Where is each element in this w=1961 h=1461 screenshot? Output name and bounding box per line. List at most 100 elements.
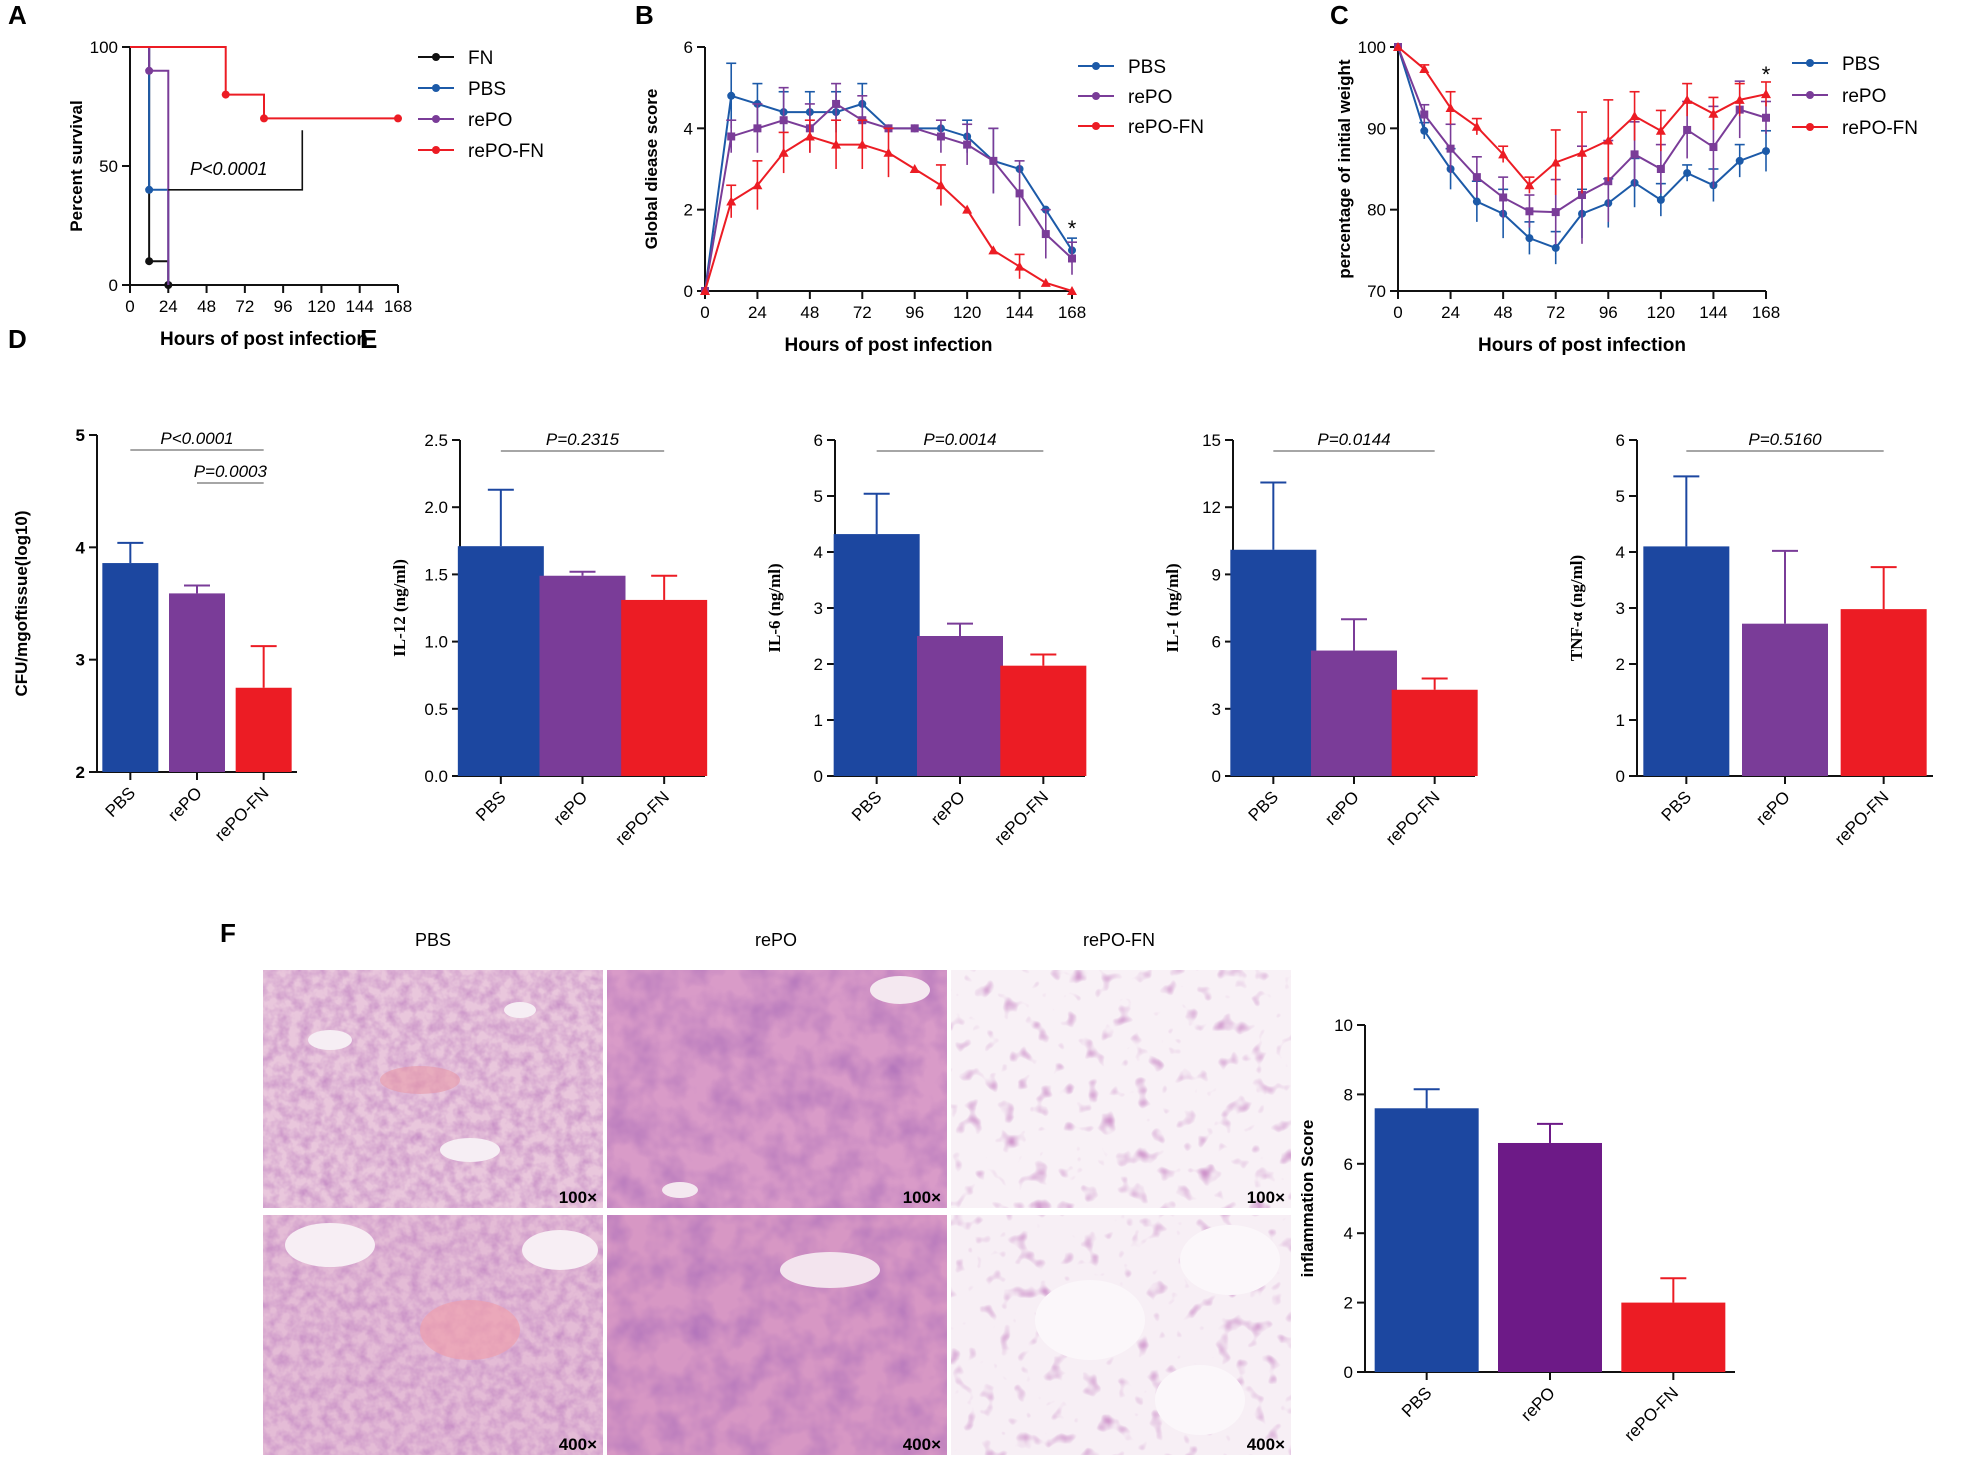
data-point bbox=[963, 140, 972, 149]
y-tick-label: 4 bbox=[1344, 1224, 1353, 1243]
histology-image-repo-400x: 400× bbox=[607, 1215, 947, 1455]
panel-letter-c: C bbox=[1330, 0, 1349, 30]
data-point bbox=[1550, 157, 1561, 167]
data-point bbox=[1682, 94, 1693, 104]
data-point bbox=[1577, 147, 1587, 157]
data-point bbox=[1472, 197, 1481, 206]
data-point bbox=[1578, 191, 1586, 200]
data-point bbox=[1041, 230, 1050, 239]
legend-marker bbox=[432, 146, 440, 154]
legend-marker bbox=[432, 115, 440, 123]
magnification-label-repo-100x: 100× bbox=[903, 1188, 941, 1207]
bar-pbs bbox=[1374, 1108, 1479, 1372]
data-point bbox=[1014, 261, 1025, 271]
magnification-label-pbs-400x: 400× bbox=[559, 1435, 597, 1454]
data-point bbox=[727, 91, 736, 100]
data-point bbox=[145, 66, 154, 75]
y-tick-label: 0 bbox=[1616, 767, 1625, 786]
x-axis-label: Hours of post infection bbox=[785, 335, 993, 356]
legend-label: PBS bbox=[1842, 54, 1880, 75]
y-tick-label: 4 bbox=[814, 543, 823, 562]
data-point bbox=[1656, 195, 1665, 204]
legend-label: rePO-FN bbox=[468, 141, 544, 162]
x-tick-label: 168 bbox=[1058, 303, 1086, 322]
y-tick-label: 5 bbox=[814, 487, 823, 506]
data-point bbox=[700, 286, 710, 295]
data-point bbox=[910, 124, 919, 133]
y-tick-label: 3 bbox=[814, 599, 823, 618]
data-point bbox=[832, 99, 841, 108]
data-point bbox=[1068, 254, 1076, 263]
x-tick-label: 48 bbox=[800, 303, 819, 322]
data-point bbox=[1524, 180, 1535, 190]
y-tick-label: 2 bbox=[76, 763, 85, 782]
legend-marker bbox=[1092, 92, 1100, 100]
legend-marker bbox=[1806, 91, 1814, 99]
data-point bbox=[883, 147, 894, 157]
x-tick-label: 120 bbox=[307, 297, 335, 316]
x-tick-label: 96 bbox=[1599, 303, 1618, 322]
y-tick-label: 6 bbox=[684, 38, 693, 57]
data-point bbox=[1393, 42, 1403, 51]
data-point bbox=[1630, 150, 1639, 159]
p-value-label: P=0.0014 bbox=[923, 430, 996, 449]
data-point bbox=[1040, 277, 1051, 287]
y-tick-label: 15 bbox=[1202, 431, 1221, 450]
y-tick-label: 3 bbox=[76, 651, 85, 670]
data-point bbox=[1419, 63, 1430, 73]
chart-tnf: 0 1 2 3 4 5 6 TNF-α (ng/ml) PBS rePO rePO-FN P=0.51… bbox=[1567, 430, 1933, 849]
legend-label: rePO bbox=[1842, 86, 1886, 107]
legend-label: rePO bbox=[468, 110, 512, 131]
p-value-label: P=0.2315 bbox=[546, 430, 620, 449]
data-point bbox=[753, 124, 762, 133]
series-line bbox=[130, 46, 398, 120]
panel-letter-b: B bbox=[635, 0, 654, 30]
data-point bbox=[804, 131, 815, 141]
data-point bbox=[727, 132, 736, 141]
y-tick-label: 0.5 bbox=[424, 700, 448, 719]
x-tick-label: 96 bbox=[274, 297, 293, 316]
legend-marker bbox=[1806, 59, 1814, 67]
data-point bbox=[1762, 113, 1770, 122]
y-tick-label: 2 bbox=[1616, 655, 1625, 674]
data-point bbox=[909, 164, 920, 173]
data-point bbox=[1525, 207, 1534, 216]
p-value-label: P<0.0001 bbox=[160, 429, 233, 448]
data-point bbox=[221, 90, 230, 99]
histology-image-repo-fn-400x: 400× bbox=[951, 1215, 1291, 1455]
data-point bbox=[1735, 156, 1744, 165]
x-tick-label: rePO-FN bbox=[991, 787, 1053, 849]
significance-asterisk: * bbox=[1762, 62, 1771, 87]
x-tick-label: 120 bbox=[953, 303, 981, 322]
x-tick-label: rePO-FN bbox=[1382, 787, 1444, 849]
series-repo-fn bbox=[1393, 42, 1771, 196]
bar-pbs bbox=[457, 546, 544, 776]
data-point bbox=[989, 156, 998, 165]
y-axis-label: Global diease score bbox=[642, 89, 661, 250]
data-point bbox=[1551, 243, 1560, 252]
y-tick-label: 0 bbox=[1344, 1363, 1353, 1382]
legend-marker bbox=[432, 53, 440, 61]
data-point bbox=[1420, 110, 1429, 119]
histology-col-label-pbs: PBS bbox=[415, 930, 451, 950]
data-point bbox=[1656, 165, 1665, 173]
legend-marker bbox=[432, 84, 440, 92]
bar-repo-fn bbox=[235, 687, 292, 772]
legend-label: FN bbox=[468, 48, 493, 69]
y-tick-label: 4 bbox=[684, 119, 693, 138]
legend-label: rePO bbox=[1128, 87, 1172, 108]
legend-label: rePO-FN bbox=[1128, 117, 1204, 138]
x-tick-label: PBS bbox=[472, 787, 509, 824]
x-tick-label: rePO-FN bbox=[611, 787, 673, 849]
y-tick-label: 100 bbox=[1358, 38, 1386, 57]
data-point bbox=[1762, 147, 1770, 156]
y-tick-label: 5 bbox=[76, 426, 85, 445]
x-tick-label: 0 bbox=[125, 297, 134, 316]
y-axis-label: IL-6 (ng/ml) bbox=[765, 563, 784, 652]
x-tick-label: 168 bbox=[384, 297, 412, 316]
bar-repo bbox=[539, 575, 626, 776]
chart-cfu: 2 3 4 5 CFU/mgoftissue(log10) PBS rePO rePO-FN P… bbox=[12, 426, 297, 845]
y-tick-label: 10 bbox=[1334, 1016, 1353, 1035]
series-repo bbox=[1394, 43, 1771, 245]
data-point bbox=[1603, 135, 1614, 145]
